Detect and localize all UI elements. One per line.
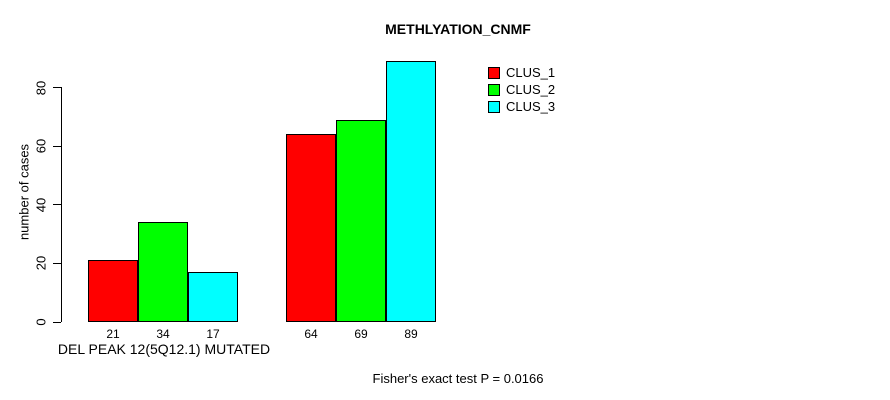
y-axis-tick (53, 321, 61, 323)
legend-item-clus_2: CLUS_2 (488, 81, 555, 98)
fisher-test-footnote: Fisher's exact test P = 0.0166 (372, 371, 544, 386)
y-axis-tick-label: 60 (33, 138, 49, 154)
y-axis-tick-label: 20 (33, 256, 49, 271)
y-axis-tick-label: 0 (33, 318, 49, 326)
legend-label: CLUS_2 (506, 82, 556, 97)
legend-item-clus_1: CLUS_1 (488, 64, 555, 81)
x-axis-title: DEL PEAK 12(5Q12.1) MUTATED (57, 341, 271, 357)
bar-clus_2-group-2 (336, 119, 386, 322)
bar-value-label: 69 (354, 327, 368, 341)
legend-swatch-clus_3 (488, 100, 500, 113)
bar-clus_2-group-1 (138, 222, 188, 322)
bar-value-label: 64 (304, 327, 318, 341)
chart-title: METHLYATION_CNMF (385, 21, 531, 37)
bar-clus_1-group-2 (286, 134, 336, 322)
y-axis-tick (53, 262, 61, 264)
legend-label: CLUS_3 (506, 99, 556, 114)
legend-label: CLUS_1 (506, 65, 556, 80)
y-axis-tick (53, 204, 61, 206)
legend-swatch-clus_2 (488, 83, 500, 96)
y-axis-tick-label: 80 (33, 80, 49, 95)
y-axis-tick (53, 145, 61, 147)
bar-clus_3-group-2 (386, 61, 436, 322)
bar-clus_3-group-1 (188, 272, 238, 322)
y-axis-line (61, 87, 62, 322)
bar-clus_1-group-1 (88, 260, 138, 322)
y-axis-title: number of cases (16, 143, 32, 241)
bar-value-label: 17 (206, 327, 220, 341)
y-axis-tick-label: 40 (33, 197, 49, 213)
legend-swatch-clus_1 (488, 66, 500, 79)
legend-item-clus_3: CLUS_3 (488, 98, 555, 115)
y-axis-tick (53, 87, 61, 89)
bar-value-label: 34 (156, 327, 170, 341)
bar-value-label: 21 (106, 327, 120, 341)
legend: CLUS_1 CLUS_2 CLUS_3 (488, 64, 555, 115)
bar-value-label: 89 (404, 327, 418, 341)
